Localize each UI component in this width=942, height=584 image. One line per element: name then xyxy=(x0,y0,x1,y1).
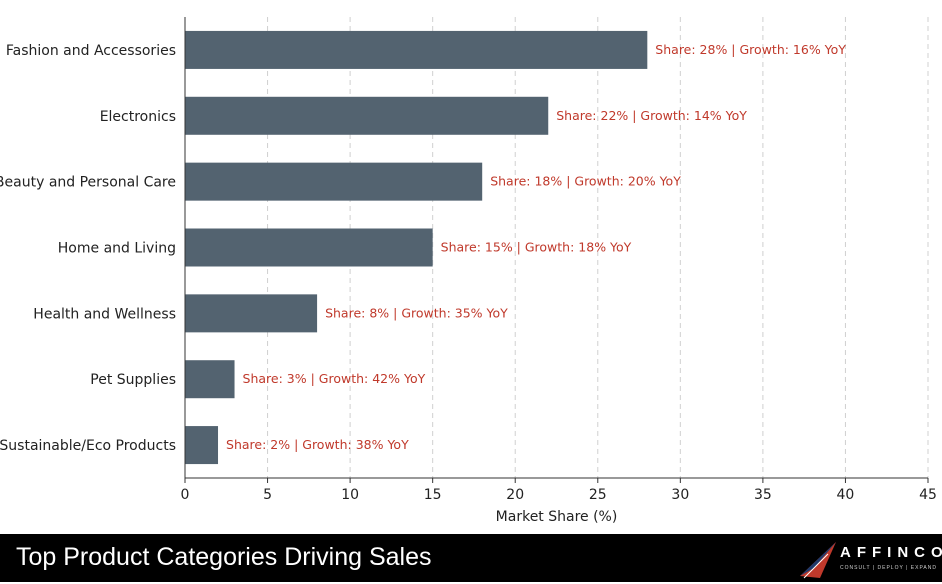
bar xyxy=(185,360,235,399)
x-tick-label: 10 xyxy=(341,487,359,503)
x-tick-label: 5 xyxy=(263,487,272,503)
affinco-logo: AFFINCO CONSULT | DEPLOY | EXPAND xyxy=(798,540,942,580)
category-label: Sustainable/Eco Products xyxy=(0,438,176,454)
chart: Fashion and Accessories Share: 28% | Grow… xyxy=(0,17,937,525)
logo-arrow-icon xyxy=(800,542,836,579)
data-label: Share: 8% | Growth: 35% YoY xyxy=(325,305,508,320)
x-tick-label: 15 xyxy=(424,487,442,503)
x-tick-label: 25 xyxy=(589,487,607,503)
category-label: Beauty and Personal Care xyxy=(0,175,176,191)
data-label: Share: 3% | Growth: 42% YoY xyxy=(243,371,426,386)
data-label: Share: 22% | Growth: 14% YoY xyxy=(556,108,747,123)
category-label: Health and Wellness xyxy=(33,306,176,322)
footer-bar: Top Product Categories Driving Sales AFF… xyxy=(0,534,942,582)
bar xyxy=(185,228,433,267)
category-label: Fashion and Accessories xyxy=(6,43,176,59)
category-label: Home and Living xyxy=(58,241,176,257)
data-label: Share: 15% | Growth: 18% YoY xyxy=(441,240,632,255)
category-label: Pet Supplies xyxy=(90,372,176,388)
bar xyxy=(185,294,318,333)
x-tick-label: 40 xyxy=(837,487,855,503)
category-label: Electronics xyxy=(100,109,176,125)
x-tick-label: 0 xyxy=(181,487,190,503)
x-axis-label: Market Share (%) xyxy=(496,509,618,525)
logo-wordmark: AFFINCO xyxy=(840,544,942,561)
x-tick-label: 20 xyxy=(506,487,524,503)
data-label: Share: 2% | Growth: 38% YoY xyxy=(226,437,409,452)
bar xyxy=(185,30,648,69)
x-tick-label: 35 xyxy=(754,487,772,503)
footer-title: Top Product Categories Driving Sales xyxy=(16,543,432,571)
x-tick-label: 30 xyxy=(671,487,689,503)
x-tick-label: 45 xyxy=(919,487,937,503)
data-label: Share: 18% | Growth: 20% YoY xyxy=(490,174,681,189)
logo-tagline: CONSULT | DEPLOY | EXPAND xyxy=(840,565,937,571)
bar xyxy=(185,162,483,201)
bar xyxy=(185,426,219,465)
bar xyxy=(185,96,549,135)
data-label: Share: 28% | Growth: 16% YoY xyxy=(655,42,846,57)
